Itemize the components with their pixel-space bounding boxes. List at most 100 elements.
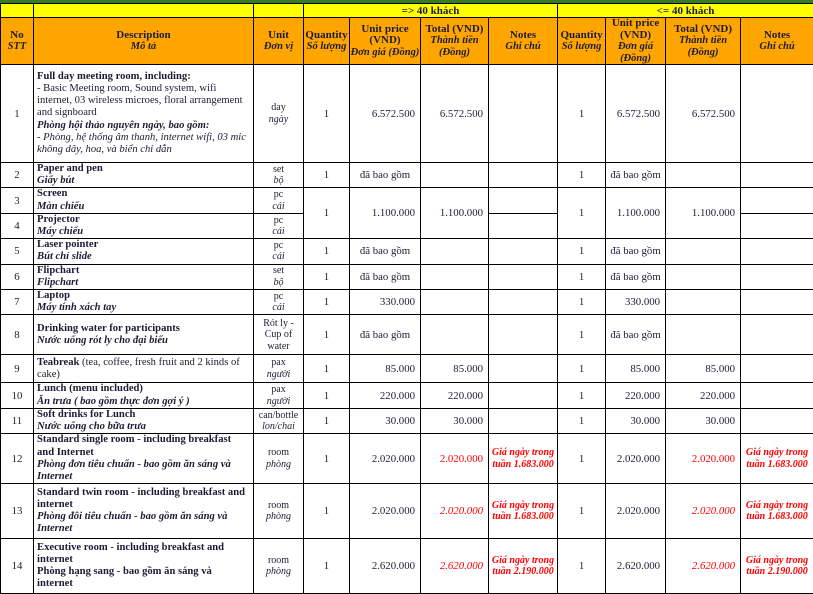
cell-unit-price-g2[interactable]: 2.620.000 [606,539,666,594]
cell-total-g1[interactable] [421,315,489,355]
cell-notes-g1[interactable] [489,383,558,408]
cell-notes-g1[interactable] [489,290,558,315]
cell-total-g1[interactable] [421,239,489,264]
cell-notes-g2[interactable] [741,188,813,213]
band-cell-no[interactable] [1,4,34,18]
cell-quantity-g1[interactable]: 1 [304,315,350,355]
cell-total-g1[interactable]: 2.620.000 [421,539,489,594]
cell-unit-price-g2[interactable]: đã bao gồm [606,163,666,188]
cell-unit-price-g1[interactable]: 220.000 [350,383,421,408]
cell-no[interactable]: 9 [1,355,34,383]
cell-quantity-g2[interactable]: 1 [558,188,606,239]
cell-unit-price-g1[interactable]: 6.572.500 [350,65,421,163]
cell-quantity-g2[interactable]: 1 [558,355,606,383]
cell-notes-g2[interactable] [741,65,813,163]
cell-description[interactable]: Standard single room - including breakfa… [34,434,254,484]
cell-total-g1[interactable]: 1.100.000 [421,188,489,239]
cell-unit-price-g1[interactable]: 85.000 [350,355,421,383]
cell-notes-g1[interactable] [489,408,558,433]
cell-quantity-g1[interactable]: 1 [304,65,350,163]
cell-description[interactable]: Standard twin room - including breakfast… [34,484,254,539]
cell-unit-price-g2[interactable]: 2.020.000 [606,484,666,539]
cell-quantity-g1[interactable]: 1 [304,239,350,264]
cell-notes-g2[interactable]: Giá ngày trong tuần 1.683.000 [741,434,813,484]
cell-total-g2[interactable]: 2.620.000 [666,539,741,594]
cell-total-g2[interactable]: 1.100.000 [666,188,741,239]
cell-no[interactable]: 7 [1,290,34,315]
cell-quantity-g2[interactable]: 1 [558,383,606,408]
header-unit-price-g1[interactable]: Unit price (VND)Đơn giá (Đồng) [350,18,421,65]
cell-unit-price-g2[interactable]: 6.572.500 [606,65,666,163]
cell-no[interactable]: 2 [1,163,34,188]
cell-unit-price-g1[interactable]: đã bao gồm [350,264,421,289]
cell-description[interactable]: Teabreak (tea, coffee, fresh fruit and 2… [34,355,254,383]
cell-total-g2[interactable] [666,264,741,289]
cell-notes-g2[interactable] [741,408,813,433]
cell-total-g2[interactable]: 6.572.500 [666,65,741,163]
cell-quantity-g2[interactable]: 1 [558,434,606,484]
cell-no[interactable]: 8 [1,315,34,355]
cell-notes-g2[interactable] [741,213,813,238]
cell-quantity-g2[interactable]: 1 [558,65,606,163]
cell-quantity-g2[interactable]: 1 [558,264,606,289]
cell-unit-price-g2[interactable]: 2.020.000 [606,434,666,484]
cell-total-g1[interactable] [421,290,489,315]
cell-quantity-g2[interactable]: 1 [558,408,606,433]
cell-unit-price-g1[interactable]: 2.020.000 [350,484,421,539]
cell-unit[interactable]: Rót ly - Cup of water [254,315,304,355]
cell-unit-price-g1[interactable]: 2.020.000 [350,434,421,484]
cell-quantity-g2[interactable]: 1 [558,484,606,539]
cell-total-g1[interactable]: 220.000 [421,383,489,408]
cell-notes-g1[interactable] [489,65,558,163]
cell-no[interactable]: 12 [1,434,34,484]
cell-notes-g1[interactable] [489,213,558,238]
cell-total-g2[interactable] [666,290,741,315]
cell-unit-price-g1[interactable]: đã bao gồm [350,163,421,188]
band-cell-unit[interactable] [254,4,304,18]
cell-notes-g1[interactable] [489,315,558,355]
header-unit-price-g2[interactable]: Unit price (VND)Đơn giá (Đồng) [606,18,666,65]
cell-quantity-g2[interactable]: 1 [558,315,606,355]
cell-notes-g1[interactable] [489,163,558,188]
cell-notes-g1[interactable]: Giá ngày trong tuần 1.683.000 [489,434,558,484]
cell-unit-price-g1[interactable]: 30.000 [350,408,421,433]
header-total-g2[interactable]: Total (VND)Thành tiền (Đồng) [666,18,741,65]
cell-quantity-g1[interactable]: 1 [304,264,350,289]
cell-quantity-g2[interactable]: 1 [558,290,606,315]
cell-unit-price-g1[interactable]: đã bao gồm [350,239,421,264]
cell-total-g2[interactable]: 2.020.000 [666,434,741,484]
cell-no[interactable]: 1 [1,65,34,163]
cell-notes-g2[interactable] [741,290,813,315]
cell-unit-price-g2[interactable]: 220.000 [606,383,666,408]
cell-quantity-g2[interactable]: 1 [558,163,606,188]
cell-notes-g1[interactable] [489,188,558,213]
cell-no[interactable]: 10 [1,383,34,408]
cell-unit-price-g1[interactable]: 1.100.000 [350,188,421,239]
cell-notes-g1[interactable] [489,264,558,289]
cell-no[interactable]: 4 [1,213,34,238]
cell-total-g1[interactable] [421,163,489,188]
cell-notes-g2[interactable]: Giá ngày trong tuần 1.683.000 [741,484,813,539]
cell-total-g1[interactable]: 6.572.500 [421,65,489,163]
cell-notes-g2[interactable] [741,264,813,289]
cell-quantity-g1[interactable]: 1 [304,355,350,383]
cell-no[interactable]: 13 [1,484,34,539]
